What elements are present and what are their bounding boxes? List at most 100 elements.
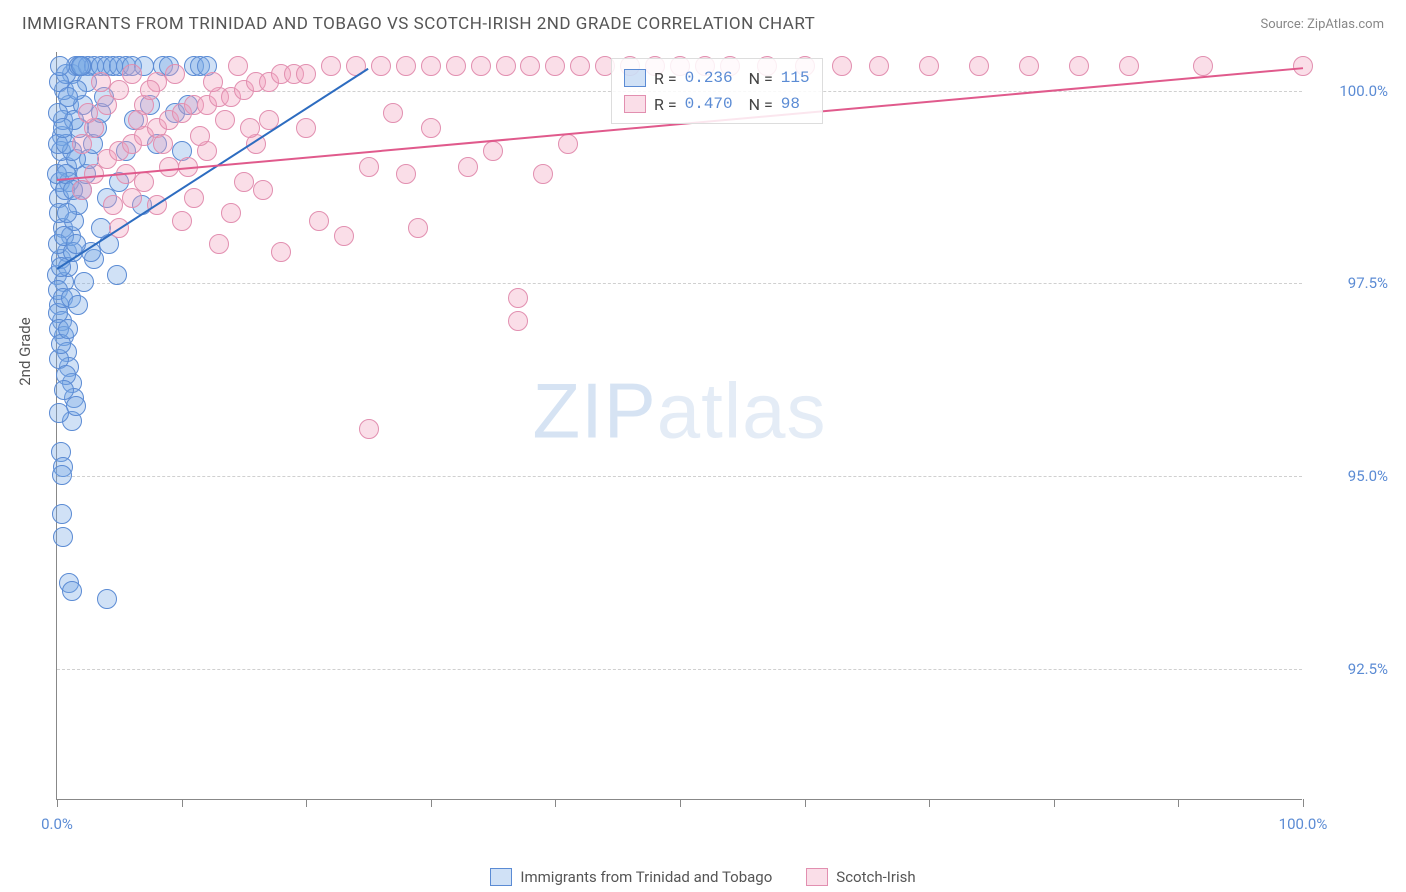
data-point [53, 527, 73, 547]
x-tick [555, 799, 556, 807]
x-tick [57, 799, 58, 807]
data-point [91, 72, 111, 92]
data-point [71, 56, 91, 76]
legend-n-value: 115 [781, 69, 810, 87]
data-point [832, 56, 852, 76]
data-point [172, 211, 192, 231]
legend-row: R = 0.236 N = 115 [624, 65, 810, 91]
legend-series-name: Scotch-Irish [836, 868, 915, 886]
data-point [58, 87, 78, 107]
data-point [52, 465, 72, 485]
scatter-plot-area: ZIPatlas 92.5%95.0%97.5%100.0%0.0%100.0%… [56, 52, 1302, 800]
data-point [57, 203, 77, 223]
data-point [1293, 56, 1313, 76]
legend-r-label: R = [654, 95, 677, 114]
x-tick [1054, 799, 1055, 807]
data-point [122, 188, 142, 208]
gridline-h [57, 669, 1302, 670]
data-point [421, 56, 441, 76]
correlation-legend: R = 0.236 N = 115R = 0.470 N = 98 [611, 58, 823, 124]
data-point [165, 64, 185, 84]
data-point [408, 218, 428, 238]
x-tick [306, 799, 307, 807]
data-point [396, 56, 416, 76]
source-link[interactable]: ZipAtlas.com [1307, 17, 1384, 32]
data-point [184, 188, 204, 208]
data-point [74, 272, 94, 292]
data-point [421, 118, 441, 138]
data-point [919, 56, 939, 76]
chart-title: IMMIGRANTS FROM TRINIDAD AND TOBAGO VS S… [22, 14, 815, 34]
source-prefix: Source: [1260, 17, 1307, 32]
y-axis-label: 2nd Grade [16, 317, 34, 385]
data-point [209, 234, 229, 254]
data-point [346, 56, 366, 76]
data-point [190, 126, 210, 146]
x-tick [929, 799, 930, 807]
data-point [68, 295, 88, 315]
data-point [221, 203, 241, 223]
data-point [396, 164, 416, 184]
y-tick-label: 95.0% [1318, 467, 1388, 485]
data-point [203, 72, 223, 92]
x-tick [1303, 799, 1304, 807]
data-point [271, 242, 291, 262]
data-point [869, 56, 889, 76]
data-point [253, 180, 273, 200]
data-point [1119, 56, 1139, 76]
data-point [533, 164, 553, 184]
legend-swatch [624, 95, 646, 113]
data-point [159, 157, 179, 177]
data-point [228, 56, 248, 76]
watermark: ZIPatlas [532, 365, 826, 456]
source-attribution: Source: ZipAtlas.com [1260, 17, 1384, 32]
data-point [54, 380, 74, 400]
legend-n-label: N = [741, 95, 773, 114]
data-point [296, 64, 316, 84]
x-tick-label: 100.0% [1279, 815, 1328, 833]
data-point [52, 504, 72, 524]
x-tick [182, 799, 183, 807]
data-point [508, 311, 528, 331]
x-tick [805, 799, 806, 807]
data-point [496, 56, 516, 76]
data-point [383, 103, 403, 123]
data-point [1193, 56, 1213, 76]
data-point [545, 56, 565, 76]
legend-swatch [806, 868, 828, 886]
legend-series-name: Immigrants from Trinidad and Tobago [520, 868, 772, 886]
legend-row: R = 0.470 N = 98 [624, 91, 810, 117]
y-tick-label: 97.5% [1318, 274, 1388, 292]
data-point [570, 56, 590, 76]
data-point [78, 103, 98, 123]
data-point [558, 134, 578, 154]
legend-item: Immigrants from Trinidad and Tobago [490, 868, 772, 886]
data-point [140, 80, 160, 100]
data-point [458, 157, 478, 177]
legend-bottom: Immigrants from Trinidad and Tobago Scotc… [0, 868, 1406, 886]
legend-n-label: N = [741, 69, 773, 88]
data-point [309, 211, 329, 231]
data-point [62, 581, 82, 601]
legend-item: Scotch-Irish [806, 868, 915, 886]
legend-swatch [490, 868, 512, 886]
data-point [234, 172, 254, 192]
data-point [72, 134, 92, 154]
data-point [128, 110, 148, 130]
data-point [371, 56, 391, 76]
data-point [240, 118, 260, 138]
data-point [1069, 56, 1089, 76]
y-tick-label: 92.5% [1318, 660, 1388, 678]
data-point [58, 319, 78, 339]
gridline-h [57, 283, 1302, 284]
x-tick-label: 0.0% [41, 815, 73, 833]
gridline-h [57, 476, 1302, 477]
data-point [969, 56, 989, 76]
data-point [321, 56, 341, 76]
data-point [49, 403, 69, 423]
data-point [359, 419, 379, 439]
data-point [103, 195, 123, 215]
data-point [334, 226, 354, 246]
legend-r-value: 0.470 [685, 95, 733, 113]
data-point [53, 118, 73, 138]
